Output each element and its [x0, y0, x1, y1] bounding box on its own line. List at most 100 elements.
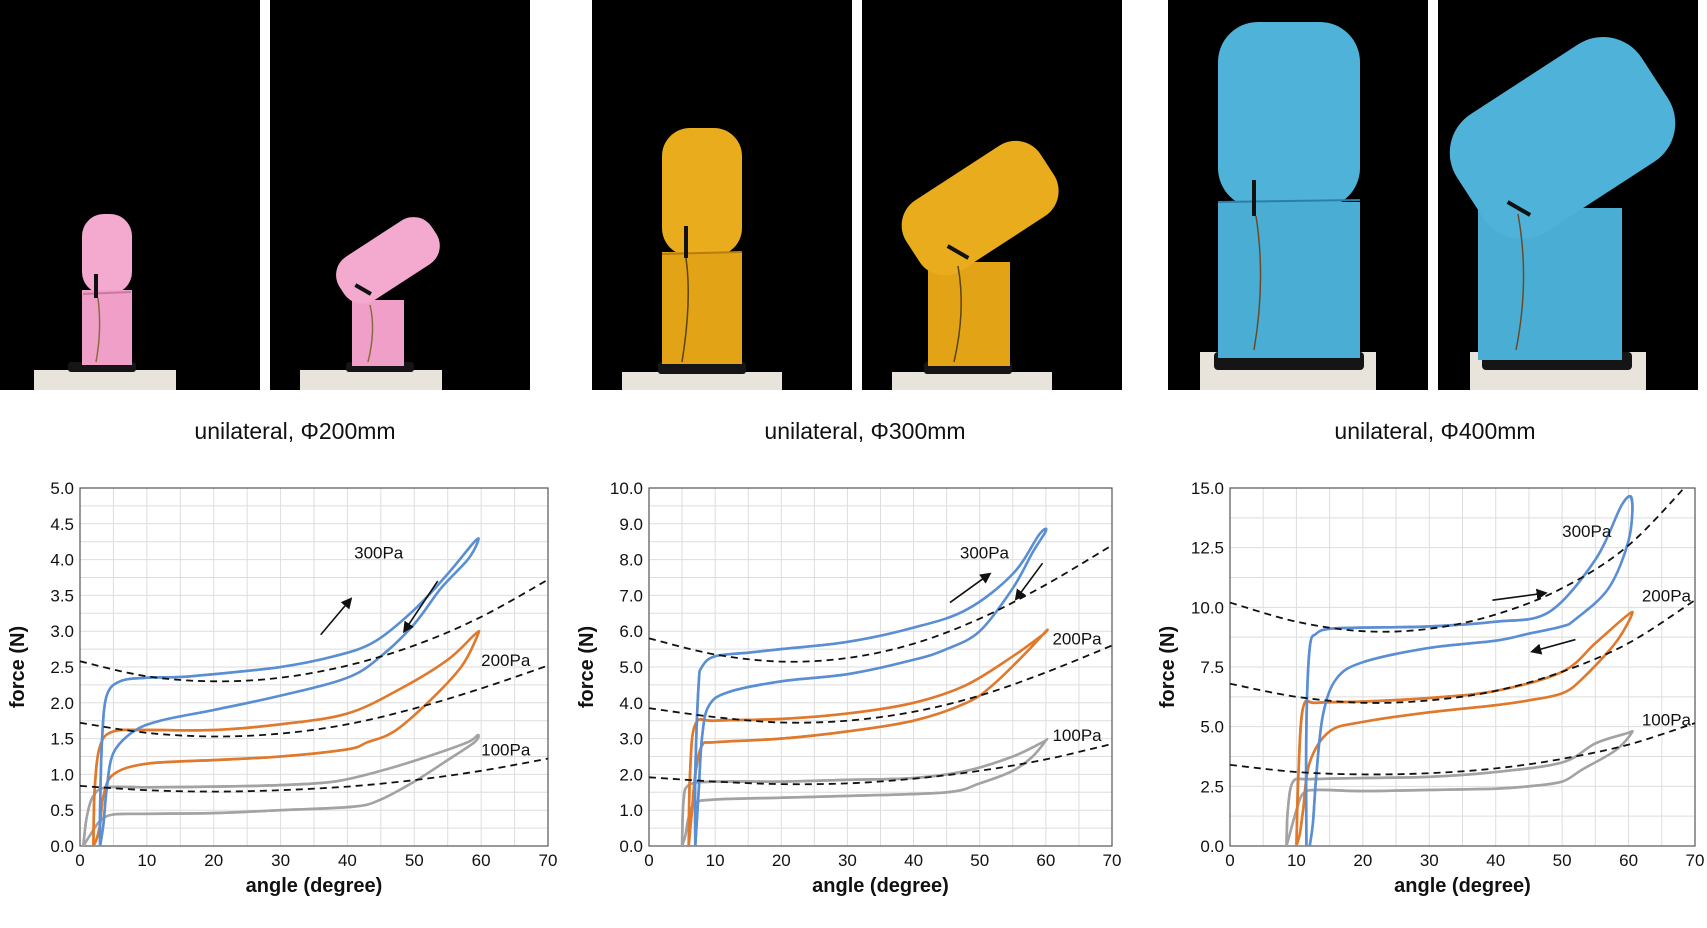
- y-axis-label: force (N): [7, 626, 29, 708]
- series-label: 300Pa: [354, 543, 404, 562]
- series-line-100Pa: [83, 733, 480, 846]
- force-angle-chart-phi200: 0 10 20 30 40 50 60 70 0.0 0.5 1.0 1.5 2.0 2.5 3.0 3.5 4…: [7, 479, 558, 897]
- caption-phi400: unilateral, Φ400mm: [1334, 418, 1536, 444]
- caption-phi300: unilateral, Φ300mm: [764, 418, 966, 444]
- series-label: 200Pa: [1052, 629, 1102, 648]
- series-line-200Pa: [687, 630, 1048, 846]
- chart-phi300: 0 10 20 30 40 50 60 70 0.0 1.0 2.0 3.0 4.0 5.0 6.0 7.0 8…: [569, 460, 1138, 923]
- fit-curve-dashed: [80, 578, 548, 683]
- photo-blue-straight: [1168, 0, 1428, 390]
- y-tick-label: 1.5: [50, 730, 74, 749]
- y-axis-label: force (N): [576, 626, 598, 708]
- series-label: 200Pa: [481, 651, 531, 670]
- x-tick-label: 10: [706, 851, 725, 870]
- x-tick-label: 70: [1103, 851, 1122, 870]
- y-axis-label: force (N): [1157, 626, 1179, 708]
- photo-pink-straight: [0, 0, 260, 390]
- x-axis-label: angle (degree): [246, 875, 383, 897]
- series-line-200Pa: [1296, 610, 1634, 846]
- y-tick-label: 4.0: [619, 694, 643, 713]
- y-tick-label: 0.0: [619, 837, 643, 856]
- pink-actuator-straight-image: [34, 214, 176, 390]
- x-tick-label: 50: [1553, 851, 1572, 870]
- fit-curve-dashed: [1230, 599, 1695, 704]
- x-tick-label: 0: [644, 851, 653, 870]
- blue-actuator-straight-image: [1200, 22, 1376, 390]
- y-tick-label: 2.5: [50, 658, 74, 677]
- direction-arrow: [1014, 562, 1044, 601]
- series-line-200Pa: [1295, 610, 1634, 846]
- x-tick-label: 20: [772, 851, 791, 870]
- series-line-100Pa: [82, 735, 479, 846]
- x-tick-label: 20: [1353, 851, 1372, 870]
- fit-curve-dashed: [80, 757, 548, 793]
- fit-curve-dashed: [649, 644, 1112, 724]
- x-tick-label: 10: [1287, 851, 1306, 870]
- x-tick-label: 70: [1686, 851, 1705, 870]
- series-line-200Pa: [687, 628, 1049, 846]
- photo-pink-bent: [270, 0, 530, 390]
- series-label: 300Pa: [1562, 522, 1612, 541]
- fit-curve-dashed: [649, 544, 1112, 663]
- series-line-300Pa: [100, 537, 480, 846]
- series-line-200Pa: [92, 631, 479, 846]
- series-label: 300Pa: [960, 543, 1010, 562]
- direction-arrow: [320, 597, 353, 636]
- series-line-300Pa: [98, 538, 479, 846]
- y-tick-label: 6.0: [619, 622, 643, 641]
- fit-curve-dashed: [80, 664, 548, 738]
- y-tick-label: 3.5: [50, 586, 74, 605]
- y-tick-label: 3.0: [50, 622, 74, 641]
- series-line-200Pa: [688, 628, 1049, 846]
- y-tick-label: 9.0: [619, 515, 643, 534]
- plot-frame: [648, 487, 1113, 847]
- series-label: 100Pa: [1642, 711, 1692, 730]
- y-tick-label: 1.0: [619, 801, 643, 820]
- y-tick-label: 0.0: [50, 837, 74, 856]
- y-tick-label: 7.0: [619, 586, 643, 605]
- y-tick-label: 2.0: [50, 694, 74, 713]
- y-tick-label: 1.0: [50, 765, 74, 784]
- direction-arrow: [949, 572, 992, 604]
- series-line-100Pa: [682, 737, 1049, 846]
- x-tick-label: 40: [904, 851, 923, 870]
- x-tick-label: 70: [539, 851, 558, 870]
- photo-yellow-straight: [592, 0, 852, 390]
- x-tick-label: 60: [1036, 851, 1055, 870]
- series-label: 100Pa: [481, 740, 531, 759]
- x-tick-label: 0: [75, 851, 84, 870]
- pink-actuator-bent-image: [300, 217, 442, 390]
- y-tick-label: 15.0: [1191, 479, 1224, 498]
- plot-frame: [1229, 487, 1696, 847]
- direction-arrow: [1492, 588, 1548, 601]
- y-tick-label: 2.0: [619, 765, 643, 784]
- blue-actuator-bent-image: [1449, 36, 1676, 390]
- series-line-300Pa: [1304, 494, 1634, 846]
- y-tick-label: 7.5: [1200, 658, 1224, 677]
- x-tick-label: 10: [137, 851, 156, 870]
- series-line-300Pa: [1304, 496, 1633, 846]
- y-tick-label: 10.0: [610, 479, 643, 498]
- y-tick-label: 0.0: [1200, 837, 1224, 856]
- fit-curve-dashed: [1230, 722, 1695, 776]
- yellow-actuator-straight-image: [622, 128, 782, 390]
- x-tick-label: 20: [204, 851, 223, 870]
- series-line-100Pa: [1286, 729, 1634, 846]
- x-tick-label: 60: [1619, 851, 1638, 870]
- x-axis-label: angle (degree): [812, 875, 949, 897]
- series-line-300Pa: [693, 529, 1046, 846]
- y-tick-label: 5.0: [50, 479, 74, 498]
- series-line-200Pa: [1295, 612, 1633, 846]
- x-tick-label: 30: [271, 851, 290, 870]
- plot-frame: [79, 487, 549, 847]
- series-line-100Pa: [1285, 731, 1633, 846]
- x-axis-label: angle (degree): [1394, 875, 1531, 897]
- x-tick-label: 0: [1225, 851, 1234, 870]
- y-tick-label: 4.0: [50, 551, 74, 570]
- y-tick-label: 12.5: [1191, 539, 1224, 558]
- x-tick-label: 60: [472, 851, 491, 870]
- y-tick-label: 8.0: [619, 551, 643, 570]
- y-tick-label: 3.0: [619, 730, 643, 749]
- series-line-300Pa: [98, 537, 480, 846]
- y-tick-label: 2.5: [1200, 777, 1224, 796]
